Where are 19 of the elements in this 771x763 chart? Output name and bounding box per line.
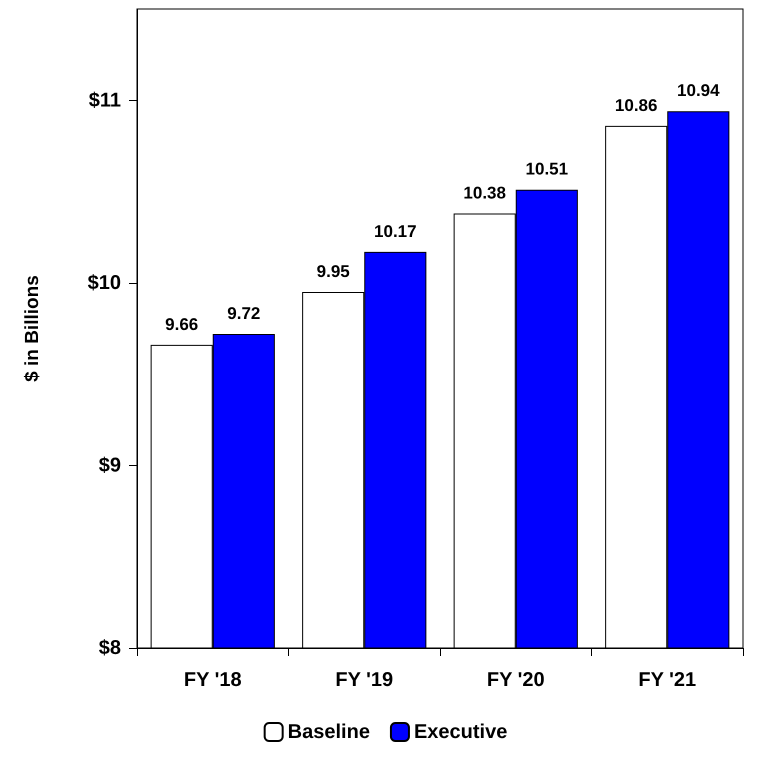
- data-label: 9.72: [227, 304, 260, 323]
- y-tick-label: $10: [88, 272, 121, 294]
- data-label: 9.95: [316, 262, 350, 281]
- data-label: 9.66: [165, 314, 198, 334]
- data-label: 10.51: [526, 160, 568, 179]
- legend-label: Executive: [414, 721, 508, 743]
- y-tick-label: $8: [98, 637, 121, 659]
- y-tick-label: $9: [98, 454, 121, 476]
- data-label: 10.86: [614, 96, 658, 115]
- data-label: 10.17: [374, 222, 417, 241]
- data-label: 10.38: [463, 183, 506, 202]
- x-tick-label: FY '20: [486, 669, 545, 691]
- y-tick-label: $11: [88, 89, 121, 112]
- x-tick-label: FY '19: [335, 669, 394, 691]
- legend-label: Baseline: [288, 721, 370, 743]
- x-tick-label: FY '21: [638, 669, 696, 691]
- data-label: 10.94: [677, 81, 720, 100]
- x-tick-label: FY '18: [184, 669, 242, 691]
- y-axis-title: $ in Billions: [22, 275, 43, 382]
